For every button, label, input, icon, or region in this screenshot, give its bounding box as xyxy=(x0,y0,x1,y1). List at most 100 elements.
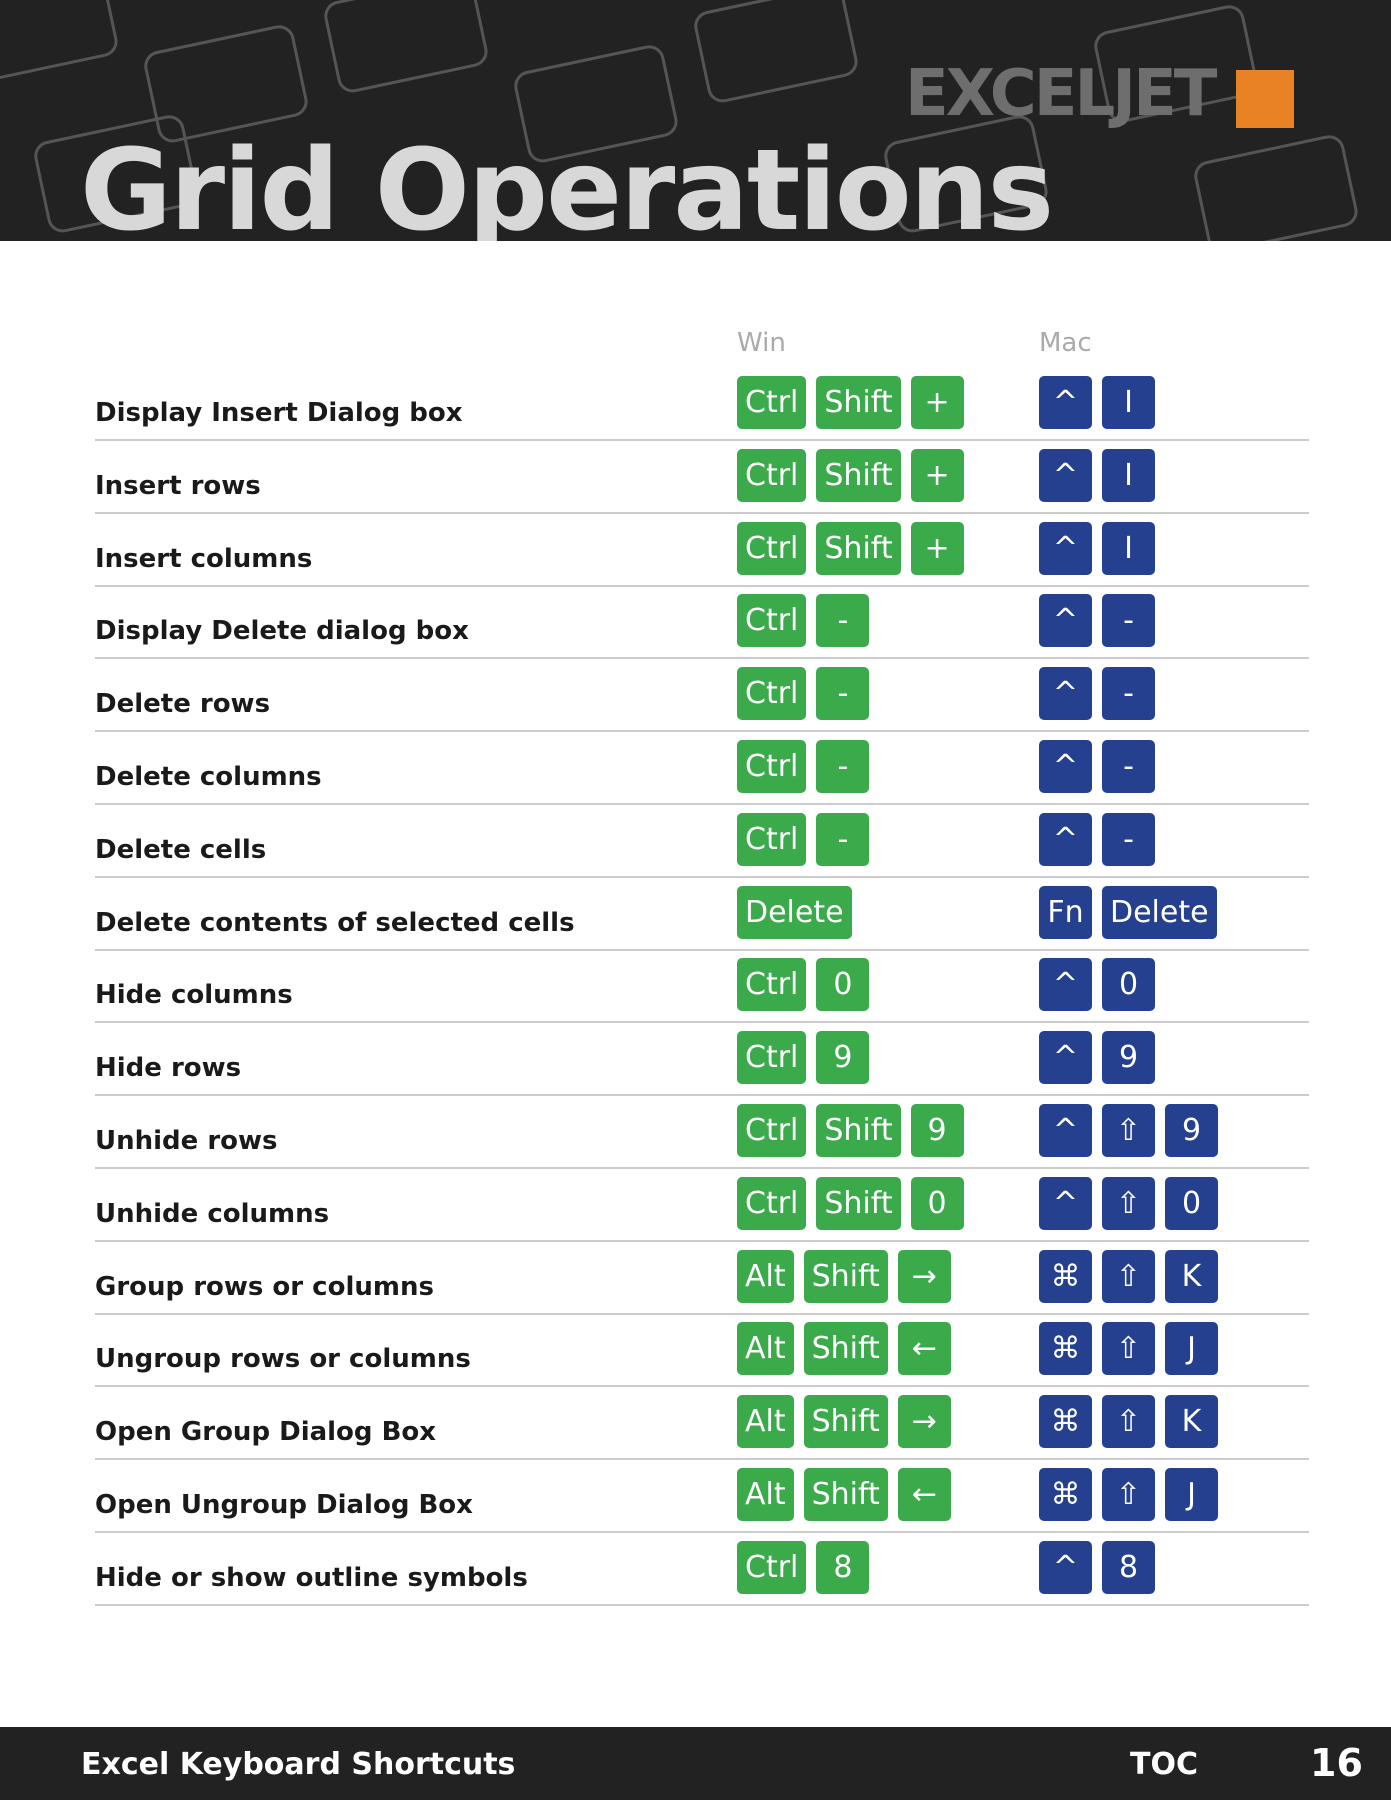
toc-link[interactable]: TOC xyxy=(1130,1747,1198,1782)
key: - xyxy=(816,594,870,648)
key: 9 xyxy=(816,1031,870,1085)
key: - xyxy=(1102,812,1155,866)
action-label: Delete contents of selected cells xyxy=(95,907,575,938)
mac-keys: ⌘ ⇧ K xyxy=(1039,1249,1218,1303)
key: ^ xyxy=(1039,1104,1092,1157)
key: I xyxy=(1102,448,1155,502)
win-keys: Ctrl - xyxy=(737,812,870,866)
row-divider xyxy=(95,1531,1309,1533)
action-label: Unhide columns xyxy=(95,1198,330,1229)
key: Ctrl xyxy=(737,376,807,429)
key: Shift xyxy=(803,1468,888,1521)
action-label: Delete columns xyxy=(95,762,322,792)
key: Shift xyxy=(816,521,901,575)
key: Alt xyxy=(737,1468,794,1521)
win-keys: Ctrl 9 xyxy=(737,1031,870,1085)
row-divider xyxy=(95,1021,1309,1024)
action-label: Delete rows xyxy=(95,689,271,720)
mac-keys: ^ - xyxy=(1039,667,1155,721)
key: - xyxy=(816,740,870,793)
key: 0 xyxy=(1102,958,1155,1012)
key: Ctrl xyxy=(737,594,807,648)
key: Delete xyxy=(1102,885,1217,939)
key: Ctrl xyxy=(737,1176,807,1230)
mac-keys: ^ ⇧ 0 xyxy=(1039,1176,1218,1230)
row-divider xyxy=(95,439,1309,441)
key: ← xyxy=(897,1322,951,1376)
win-keys: Alt Shift → xyxy=(737,1395,951,1449)
key: ⇧ xyxy=(1102,1104,1155,1157)
mac-keys: ^ - xyxy=(1039,740,1155,793)
win-keys: Ctrl - xyxy=(737,594,870,648)
key: ^ xyxy=(1039,812,1092,866)
key: ^ xyxy=(1039,594,1092,648)
key: ^ xyxy=(1039,667,1092,721)
key: Alt xyxy=(737,1322,794,1376)
key: 0 xyxy=(816,958,870,1012)
key: ^ xyxy=(1039,376,1092,429)
key: - xyxy=(816,667,870,721)
action-label: Hide rows xyxy=(95,1053,242,1084)
mac-keys: ^ ⇧ 9 xyxy=(1039,1104,1218,1157)
win-keys: Ctrl - xyxy=(737,667,870,721)
win-keys: Alt Shift ← xyxy=(737,1322,951,1376)
row-divider xyxy=(95,1094,1309,1097)
win-keys: Alt Shift → xyxy=(737,1249,951,1303)
key: ^ xyxy=(1039,1540,1092,1594)
key: J xyxy=(1165,1468,1218,1521)
key: Ctrl xyxy=(737,740,807,793)
key: 0 xyxy=(910,1176,964,1230)
key: I xyxy=(1102,376,1155,429)
key: Alt xyxy=(737,1395,794,1449)
action-label: Unhide rows xyxy=(95,1126,278,1156)
action-label: Group rows or columns xyxy=(95,1271,434,1302)
key: J xyxy=(1165,1322,1218,1376)
key: Ctrl xyxy=(737,812,807,866)
key: ⌘ xyxy=(1039,1322,1092,1376)
action-label: Display Insert Dialog box xyxy=(95,398,463,428)
action-label: Hide columns xyxy=(95,980,293,1011)
key: ⌘ xyxy=(1039,1395,1092,1449)
row-divider xyxy=(95,1385,1309,1388)
row-divider xyxy=(95,948,1309,951)
key: ^ xyxy=(1039,740,1092,793)
win-keys: Ctrl 8 xyxy=(737,1540,870,1594)
page-title: Grid Operations xyxy=(80,126,1054,241)
logo-icon xyxy=(1236,70,1294,128)
key: 8 xyxy=(816,1540,870,1594)
key: ⇧ xyxy=(1102,1249,1155,1303)
column-header: Win xyxy=(737,328,786,358)
key: Ctrl xyxy=(737,1540,807,1594)
key: Shift xyxy=(816,448,901,502)
key: Ctrl xyxy=(737,958,807,1012)
win-keys: Ctrl Shift + xyxy=(737,521,964,575)
key: I xyxy=(1102,521,1155,575)
key: + xyxy=(910,376,964,429)
key: K xyxy=(1165,1395,1218,1449)
key: Alt xyxy=(737,1249,794,1303)
mac-keys: ^ I xyxy=(1039,376,1155,429)
action-label: Insert rows xyxy=(95,470,261,501)
row-divider xyxy=(95,584,1309,587)
row-divider xyxy=(95,1239,1309,1242)
key: ^ xyxy=(1039,448,1092,502)
key: - xyxy=(1102,667,1155,721)
key: ⇧ xyxy=(1102,1468,1155,1521)
mac-keys: ^ - xyxy=(1039,812,1155,866)
action-label: Delete cells xyxy=(95,834,267,865)
key: + xyxy=(910,448,964,502)
key: ⇧ xyxy=(1102,1176,1155,1230)
key: Shift xyxy=(816,1176,901,1230)
key: Shift xyxy=(816,1104,901,1157)
action-label: Insert columns xyxy=(95,543,313,574)
key: → xyxy=(897,1395,951,1449)
win-keys: Ctrl Shift + xyxy=(737,376,964,429)
key: ^ xyxy=(1039,521,1092,575)
key: ⌘ xyxy=(1039,1249,1092,1303)
mac-keys: Fn Delete xyxy=(1039,885,1217,939)
header: Grid Operations EXCELJET xyxy=(0,0,1391,241)
mac-keys: ^ I xyxy=(1039,448,1155,502)
win-keys: Ctrl - xyxy=(737,740,870,793)
key: ^ xyxy=(1039,958,1092,1012)
